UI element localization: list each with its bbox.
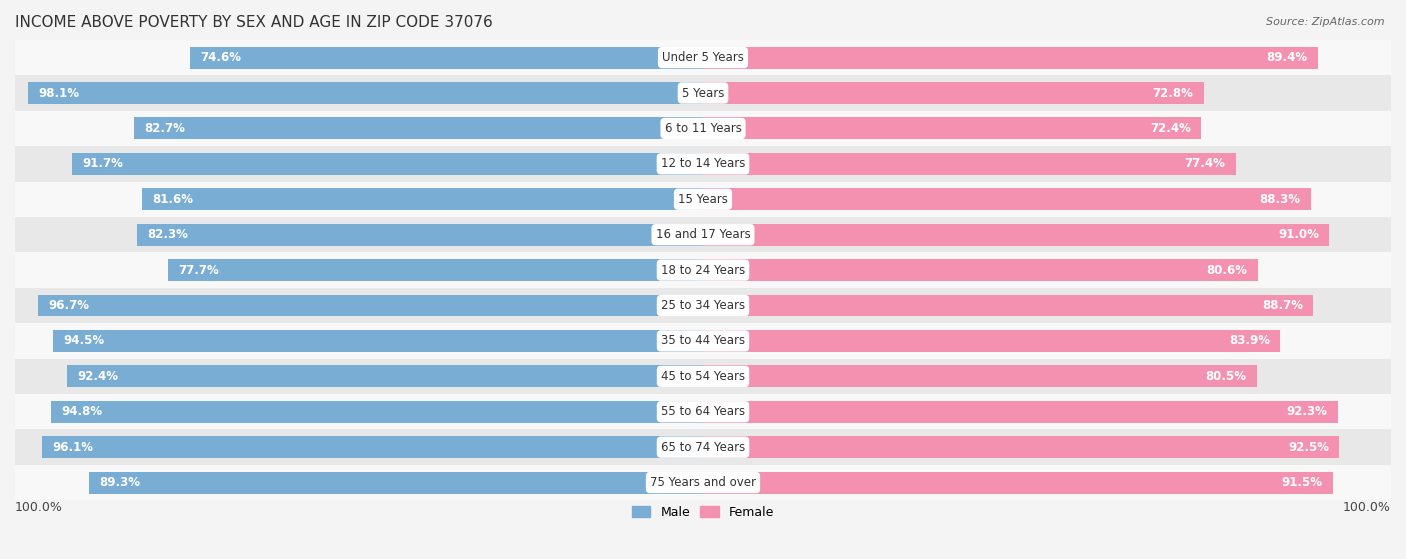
Bar xyxy=(136,224,703,245)
Bar xyxy=(703,153,1236,175)
Bar xyxy=(703,295,1313,316)
Text: 65 to 74 Years: 65 to 74 Years xyxy=(661,440,745,454)
Text: 92.4%: 92.4% xyxy=(77,370,118,383)
Text: 16 and 17 Years: 16 and 17 Years xyxy=(655,228,751,241)
Text: 100.0%: 100.0% xyxy=(1343,501,1391,514)
Bar xyxy=(15,146,1391,182)
Text: 6 to 11 Years: 6 to 11 Years xyxy=(665,122,741,135)
Bar xyxy=(15,288,1391,323)
Bar xyxy=(703,472,1333,494)
Bar xyxy=(134,117,703,139)
Text: 96.1%: 96.1% xyxy=(52,440,93,454)
Text: 100.0%: 100.0% xyxy=(15,501,63,514)
Bar xyxy=(169,259,703,281)
Bar xyxy=(142,188,703,210)
Bar xyxy=(703,188,1310,210)
Bar xyxy=(703,436,1340,458)
Bar xyxy=(15,217,1391,252)
Text: 72.8%: 72.8% xyxy=(1153,87,1194,100)
Bar xyxy=(15,111,1391,146)
Bar xyxy=(15,323,1391,359)
Bar xyxy=(703,401,1339,423)
Text: 96.7%: 96.7% xyxy=(48,299,89,312)
Text: 88.3%: 88.3% xyxy=(1260,193,1301,206)
Bar xyxy=(89,472,703,494)
Text: 83.9%: 83.9% xyxy=(1229,334,1270,348)
Text: 55 to 64 Years: 55 to 64 Years xyxy=(661,405,745,418)
Text: 77.4%: 77.4% xyxy=(1184,157,1225,170)
Bar xyxy=(15,182,1391,217)
Text: 18 to 24 Years: 18 to 24 Years xyxy=(661,264,745,277)
Text: 89.3%: 89.3% xyxy=(98,476,141,489)
Text: 12 to 14 Years: 12 to 14 Years xyxy=(661,157,745,170)
Text: 45 to 54 Years: 45 to 54 Years xyxy=(661,370,745,383)
Text: 91.7%: 91.7% xyxy=(83,157,124,170)
Bar xyxy=(190,46,703,69)
Text: Source: ZipAtlas.com: Source: ZipAtlas.com xyxy=(1267,17,1385,27)
Text: INCOME ABOVE POVERTY BY SEX AND AGE IN ZIP CODE 37076: INCOME ABOVE POVERTY BY SEX AND AGE IN Z… xyxy=(15,15,492,30)
Bar xyxy=(15,429,1391,465)
Text: 82.7%: 82.7% xyxy=(145,122,186,135)
Text: 80.5%: 80.5% xyxy=(1205,370,1247,383)
Bar xyxy=(703,224,1329,245)
Bar xyxy=(703,82,1204,104)
Text: 35 to 44 Years: 35 to 44 Years xyxy=(661,334,745,348)
Text: 91.5%: 91.5% xyxy=(1281,476,1322,489)
Bar xyxy=(703,366,1257,387)
Text: 25 to 34 Years: 25 to 34 Years xyxy=(661,299,745,312)
Text: 74.6%: 74.6% xyxy=(200,51,240,64)
Bar xyxy=(703,330,1281,352)
Bar xyxy=(53,330,703,352)
Bar xyxy=(15,75,1391,111)
Text: 89.4%: 89.4% xyxy=(1267,51,1308,64)
Bar xyxy=(703,259,1257,281)
Text: 94.5%: 94.5% xyxy=(63,334,104,348)
Legend: Male, Female: Male, Female xyxy=(627,501,779,524)
Bar xyxy=(28,82,703,104)
Bar xyxy=(703,117,1201,139)
Text: 5 Years: 5 Years xyxy=(682,87,724,100)
Text: 82.3%: 82.3% xyxy=(148,228,188,241)
Text: Under 5 Years: Under 5 Years xyxy=(662,51,744,64)
Bar xyxy=(38,295,703,316)
Text: 88.7%: 88.7% xyxy=(1263,299,1303,312)
Text: 80.6%: 80.6% xyxy=(1206,264,1247,277)
Bar xyxy=(15,40,1391,75)
Text: 98.1%: 98.1% xyxy=(38,87,79,100)
Bar xyxy=(15,465,1391,500)
Bar xyxy=(703,46,1317,69)
Bar xyxy=(15,359,1391,394)
Text: 94.8%: 94.8% xyxy=(60,405,103,418)
Text: 92.5%: 92.5% xyxy=(1288,440,1329,454)
Bar xyxy=(42,436,703,458)
Bar xyxy=(15,252,1391,288)
Text: 77.7%: 77.7% xyxy=(179,264,219,277)
Bar xyxy=(51,401,703,423)
Text: 91.0%: 91.0% xyxy=(1278,228,1319,241)
Text: 92.3%: 92.3% xyxy=(1286,405,1327,418)
Bar xyxy=(15,394,1391,429)
Text: 15 Years: 15 Years xyxy=(678,193,728,206)
Text: 81.6%: 81.6% xyxy=(152,193,193,206)
Text: 75 Years and over: 75 Years and over xyxy=(650,476,756,489)
Bar xyxy=(72,153,703,175)
Text: 72.4%: 72.4% xyxy=(1150,122,1191,135)
Bar xyxy=(67,366,703,387)
